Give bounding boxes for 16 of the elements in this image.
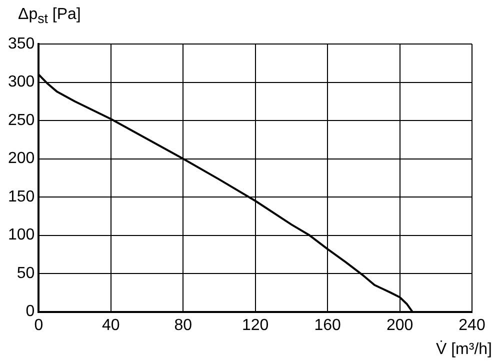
y-tick-label: 350 bbox=[8, 35, 35, 52]
x-tick-label: 240 bbox=[458, 316, 486, 334]
y-tick-label: 250 bbox=[8, 112, 35, 129]
y-tick-label: 150 bbox=[8, 188, 35, 206]
y-tick-label: 300 bbox=[8, 74, 35, 91]
x-tick-label: 120 bbox=[242, 316, 269, 334]
x-tick-label: 80 bbox=[174, 316, 192, 334]
x-tick-label: 160 bbox=[314, 316, 342, 334]
y-tick-label: 100 bbox=[8, 226, 35, 244]
x-tick-label: 40 bbox=[102, 316, 120, 334]
y-tick-label: 0 bbox=[26, 303, 35, 320]
y-axis-title: Δp$_{st}$ [Pa] bbox=[18, 6, 81, 26]
y-tick-label: 200 bbox=[8, 150, 35, 168]
y-tick-label: 50 bbox=[16, 264, 35, 282]
x-tick-label: 200 bbox=[386, 316, 414, 334]
x-axis-title: V̇ [m³/h] bbox=[436, 341, 492, 359]
